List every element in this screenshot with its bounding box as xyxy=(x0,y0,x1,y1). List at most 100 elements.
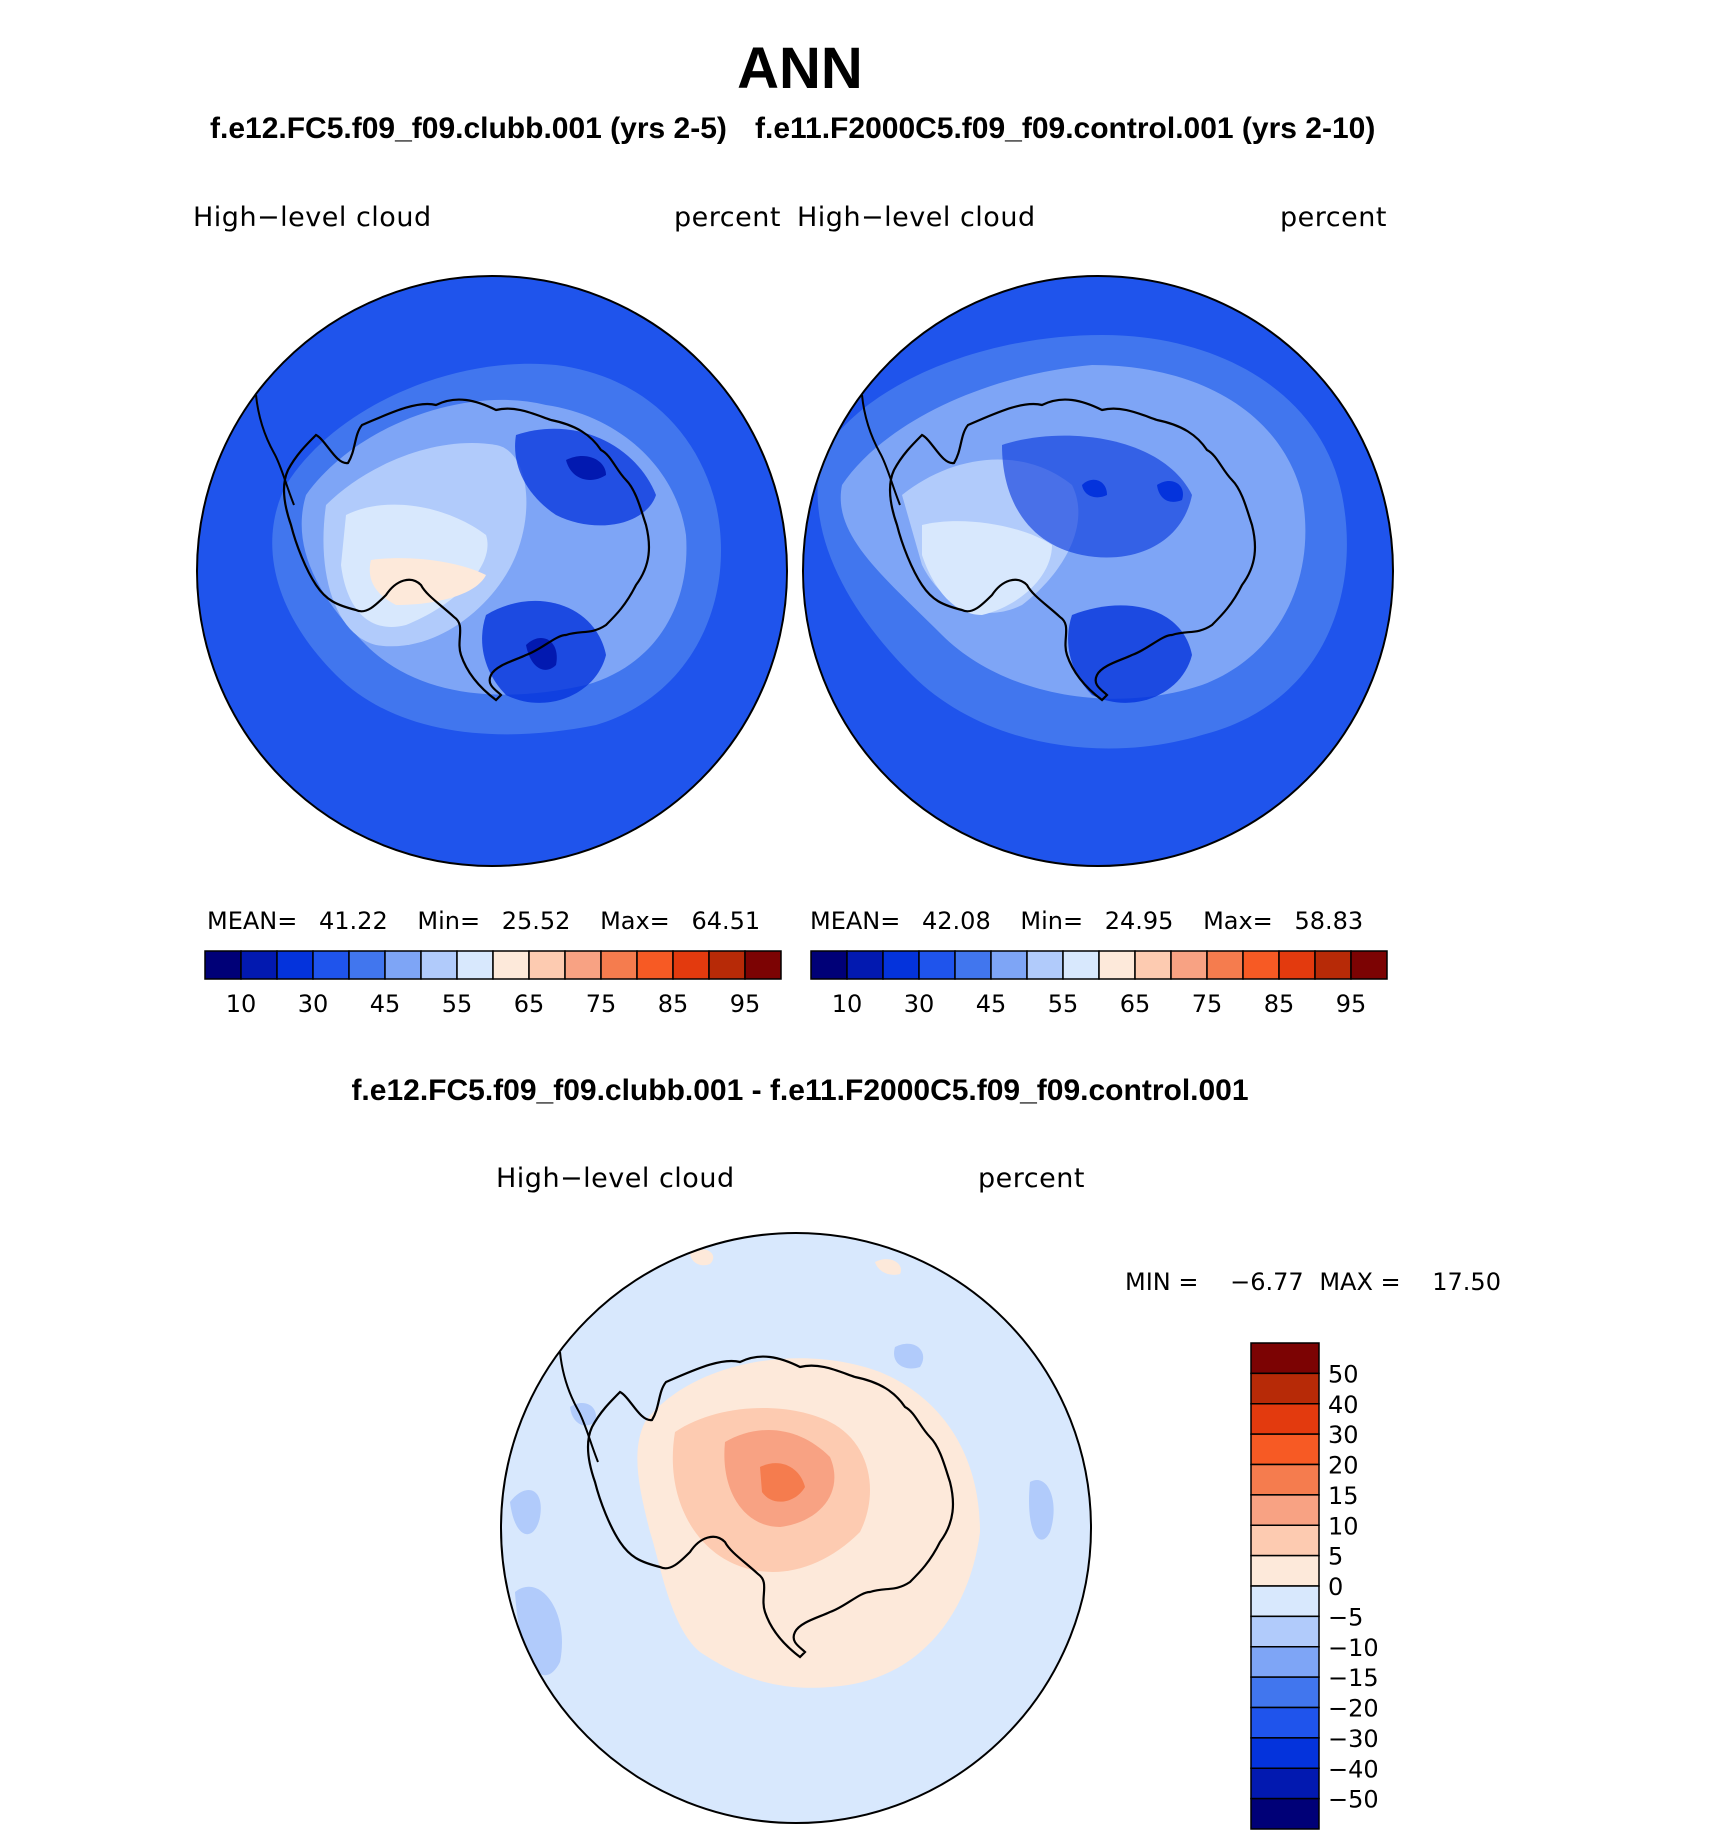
panel2-region xyxy=(922,521,1052,615)
diff-colorbar-swatch xyxy=(1250,1676,1320,1709)
diff-region xyxy=(1029,1480,1054,1540)
panel2-colorbar-swatch xyxy=(1206,950,1244,980)
panel1-colorbar: 10 30 45 55 65 75 85 95 xyxy=(204,950,782,1018)
diff-colorbar-swatch xyxy=(1250,1585,1320,1618)
panel1-colorbar-swatch xyxy=(384,950,422,980)
panel2-colorbar-swatch xyxy=(1134,950,1172,980)
panel1-colorbar-tick-label: 85 xyxy=(658,990,689,1018)
panel1-colorbar-swatch xyxy=(240,950,278,980)
diff-colorbar-swatch xyxy=(1250,1706,1320,1739)
panel1-max-label: Max= xyxy=(600,907,670,935)
panel1-colorbar-swatch xyxy=(636,950,674,980)
diff-colorbar-tick-label: 0 xyxy=(1328,1573,1343,1601)
panel1-region xyxy=(526,637,557,670)
diff-colorbar-tick-label: 10 xyxy=(1328,1512,1359,1540)
panel2-mean-label: MEAN= xyxy=(810,907,901,935)
panel1-colorbar-swatch xyxy=(348,950,386,980)
panel2-colorbar-swatch xyxy=(954,950,992,980)
panel2-colorbar-tick-label: 45 xyxy=(976,990,1007,1018)
panel2-colorbar-tick-label: 10 xyxy=(832,990,863,1018)
panel1-mean-label: MEAN= xyxy=(207,907,298,935)
diff-colorbar-swatch xyxy=(1250,1767,1320,1800)
diff-colorbar-tick-label: −15 xyxy=(1328,1664,1379,1692)
panel1-colorbar-swatch xyxy=(708,950,746,980)
panel1-colorbar-swatch xyxy=(276,950,314,980)
case2-title: f.e11.F2000C5.f09_f09.control.001 (yrs 2… xyxy=(755,112,1376,145)
panel1-units-label: percent xyxy=(674,202,781,233)
panel2-mean-value: 42.08 xyxy=(922,907,991,935)
panel1-colorbar-tick-label: 10 xyxy=(226,990,257,1018)
panel1-min-value: 25.52 xyxy=(501,907,571,935)
panel1-colorbar-tick-label: 65 xyxy=(514,990,545,1018)
diff-colorbar-tick-label: 20 xyxy=(1328,1452,1359,1480)
panel1-colorbar-tick-label: 30 xyxy=(298,990,329,1018)
panel1-polar-map xyxy=(196,275,788,867)
panel1-colorbar-swatch xyxy=(528,950,566,980)
diff-colorbar-swatch xyxy=(1250,1372,1320,1405)
difference-title: f.e12.FC5.f09_f09.clubb.001 - f.e11.F200… xyxy=(351,1074,1249,1107)
panel2-colorbar-swatch xyxy=(1314,950,1352,980)
diff-colorbar-swatch xyxy=(1250,1554,1320,1587)
panel1-colorbar-tick-label: 75 xyxy=(586,990,617,1018)
panel1-colorbar-swatch xyxy=(744,950,782,980)
panel1-min-label: Min= xyxy=(417,907,481,935)
diff-colorbar-tick-label: −10 xyxy=(1328,1634,1379,1662)
panel2-variable-label: High−level cloud xyxy=(797,202,1036,233)
panel2-max-label: Max= xyxy=(1203,907,1273,935)
panel1-colorbar-tick-label: 45 xyxy=(370,990,401,1018)
diff-colorbar-tick-label: 15 xyxy=(1328,1482,1359,1510)
panel2-colorbar-tick-label: 30 xyxy=(904,990,935,1018)
panel2-colorbar-swatch xyxy=(918,950,956,980)
diff-units-label: percent xyxy=(978,1163,1085,1194)
panel2-coastline xyxy=(861,394,901,506)
panel1-colorbar-swatch xyxy=(312,950,350,980)
case1-title: f.e12.FC5.f09_f09.clubb.001 (yrs 2-5) xyxy=(210,112,727,145)
panel2-colorbar-swatch xyxy=(846,950,884,980)
panel1-colorbar-swatch xyxy=(600,950,638,980)
panel2-colorbar-swatch xyxy=(1278,950,1316,980)
panel2-colorbar-swatch xyxy=(1062,950,1100,980)
panel2-polar-map xyxy=(802,275,1394,867)
panel2-colorbar-tick-label: 65 xyxy=(1120,990,1151,1018)
diff-min-value: −6.77 xyxy=(1230,1268,1304,1296)
panel2-max-value: 58.83 xyxy=(1294,907,1364,935)
diff-colorbar-tick-label: 40 xyxy=(1328,1391,1359,1419)
diff-colorbar-swatch xyxy=(1250,1524,1320,1557)
diff-colorbar-tick-label: 30 xyxy=(1328,1421,1359,1449)
difference-polar-map xyxy=(500,1232,1092,1824)
diff-colorbar-tick-label: −20 xyxy=(1328,1695,1379,1723)
panel1-colorbar-swatch xyxy=(492,950,530,980)
panel1-max-value: 64.51 xyxy=(691,907,761,935)
panel2-region xyxy=(1157,480,1183,502)
panel1-colorbar-swatch xyxy=(564,950,602,980)
panel1-region xyxy=(369,558,486,605)
panel1-colorbar-swatch xyxy=(420,950,458,980)
diff-colorbar-swatch xyxy=(1250,1615,1320,1648)
diff-region xyxy=(760,1463,805,1502)
panel2-min-label: Min= xyxy=(1020,907,1084,935)
panel2-colorbar-swatch xyxy=(1098,950,1136,980)
diff-colorbar-swatch xyxy=(1250,1433,1320,1466)
panel2-colorbar-swatch xyxy=(810,950,848,980)
panel2-colorbar-swatch xyxy=(990,950,1028,980)
panel1-region xyxy=(566,455,606,480)
diff-colorbar-swatch xyxy=(1250,1463,1320,1496)
figure-title: ANN xyxy=(737,36,863,101)
panel2-region xyxy=(1082,479,1107,498)
diff-coastline xyxy=(586,1355,955,1659)
diff-colorbar-tick-label: 5 xyxy=(1328,1543,1343,1571)
diff-colorbar-swatch xyxy=(1250,1403,1320,1435)
panel2-min-value: 24.95 xyxy=(1104,907,1174,935)
diff-colorbar-tick-label: 50 xyxy=(1328,1360,1359,1388)
diff-colorbar-swatch xyxy=(1250,1646,1320,1678)
diff-region xyxy=(875,1259,901,1275)
diff-coastline xyxy=(559,1351,599,1463)
diff-colorbar-tick-label: −50 xyxy=(1328,1786,1379,1814)
panel2-colorbar-swatch xyxy=(882,950,920,980)
panel1-colorbar-swatch xyxy=(204,950,242,980)
panel1-coastline xyxy=(282,398,651,702)
panel1-mean-value: 41.22 xyxy=(319,907,388,935)
diff-max-value: 17.50 xyxy=(1432,1268,1501,1296)
panel2-coastline xyxy=(888,398,1257,702)
